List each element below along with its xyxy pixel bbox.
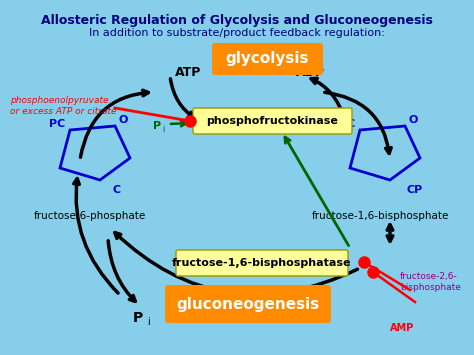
Text: O: O: [118, 115, 128, 125]
Text: phosphofructokinase: phosphofructokinase: [207, 116, 338, 126]
FancyBboxPatch shape: [193, 108, 352, 134]
Text: P: P: [153, 121, 161, 131]
Text: PC: PC: [339, 119, 355, 129]
Text: i: i: [147, 317, 150, 327]
Text: phosphoenolpyruvate
or excess ATP or citrate: phosphoenolpyruvate or excess ATP or cit…: [10, 96, 117, 116]
Text: ATP: ATP: [175, 66, 201, 78]
FancyBboxPatch shape: [176, 250, 348, 276]
Text: O: O: [408, 115, 418, 125]
Text: gluconeogenesis: gluconeogenesis: [176, 296, 319, 311]
Text: CP: CP: [407, 185, 423, 195]
FancyBboxPatch shape: [212, 43, 323, 75]
FancyBboxPatch shape: [165, 285, 331, 323]
Text: fructose-2,6-
bisphosphate: fructose-2,6- bisphosphate: [400, 272, 461, 292]
Text: C: C: [113, 185, 121, 195]
Text: Allosteric Regulation of Glycolysis and Gluconeogenesis: Allosteric Regulation of Glycolysis and …: [41, 14, 433, 27]
Text: glycolysis: glycolysis: [226, 51, 309, 66]
Text: PC: PC: [49, 119, 65, 129]
Text: i: i: [162, 125, 164, 133]
Text: In addition to substrate/product feedback regulation:: In addition to substrate/product feedbac…: [89, 28, 385, 38]
Text: AMP: AMP: [390, 323, 414, 333]
Text: ADP: ADP: [295, 66, 325, 78]
Text: fructose-1,6-bisphosphatase: fructose-1,6-bisphosphatase: [172, 258, 352, 268]
Text: P: P: [133, 311, 143, 325]
Text: fructose-1,6-bisphosphate: fructose-1,6-bisphosphate: [311, 211, 449, 221]
Text: fructose-6-phosphate: fructose-6-phosphate: [34, 211, 146, 221]
